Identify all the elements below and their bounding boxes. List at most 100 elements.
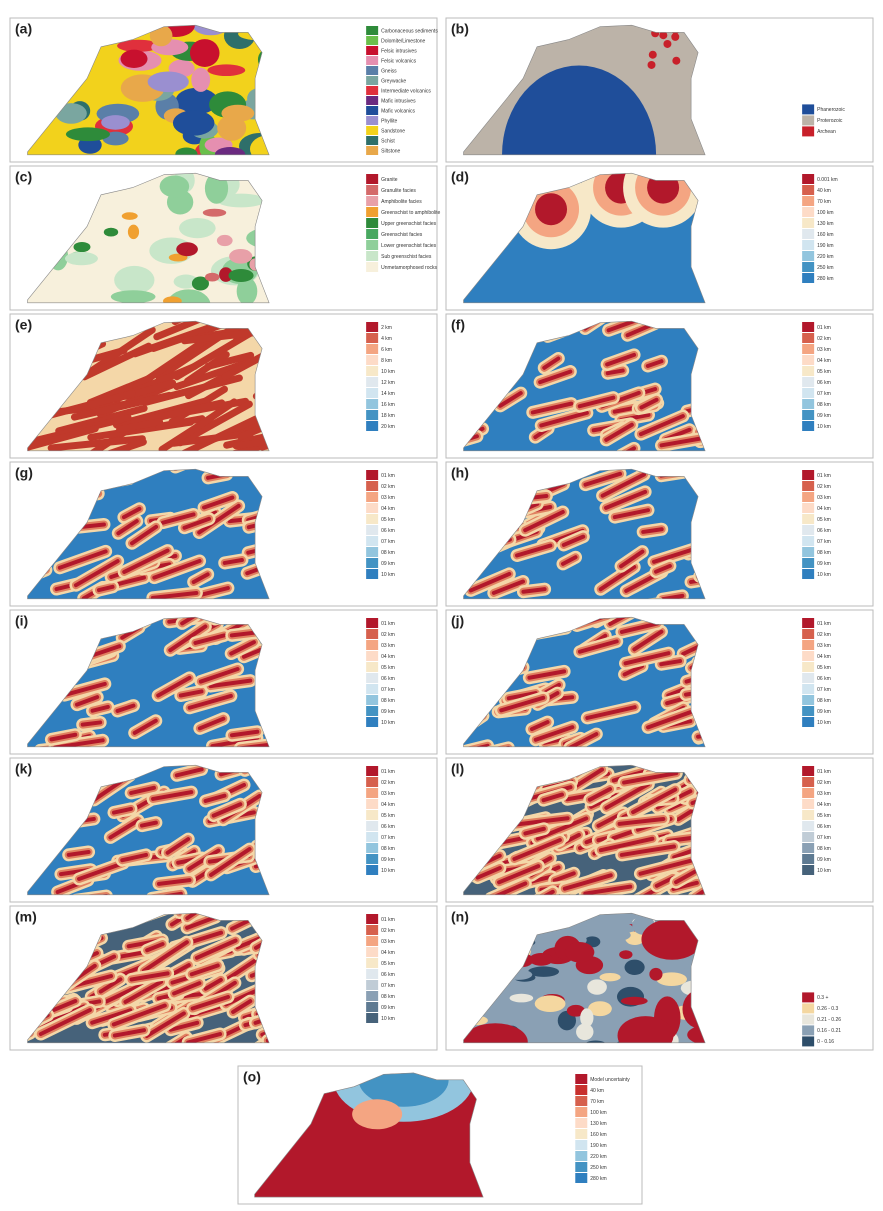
legend-swatch xyxy=(366,618,378,628)
legend-label: 130 km xyxy=(590,1121,606,1127)
panel-label: (a) xyxy=(15,21,32,37)
legend-swatch xyxy=(802,514,814,524)
legend-swatch xyxy=(366,399,378,409)
panel-label: (b) xyxy=(451,21,469,37)
legend-label: 04 km xyxy=(817,506,831,512)
legend-label: 10 km xyxy=(381,369,395,375)
legend-swatch xyxy=(366,481,378,491)
legend-swatch xyxy=(802,251,814,261)
legend-swatch xyxy=(575,1162,587,1172)
map-region xyxy=(121,50,148,68)
legend-swatch xyxy=(802,218,814,228)
legend-swatch xyxy=(366,1013,378,1023)
legend-label: 0.26 - 0.3 xyxy=(817,1006,838,1012)
legend-swatch xyxy=(366,766,378,776)
legend-swatch xyxy=(366,969,378,979)
legend-label: 04 km xyxy=(817,358,831,364)
legend-label: Sandstone xyxy=(381,128,405,134)
legend-label: Amphibolite facies xyxy=(381,199,422,205)
map-region xyxy=(580,1008,593,1027)
legend-swatch xyxy=(366,865,378,875)
legend-label: 07 km xyxy=(817,687,831,693)
map-region xyxy=(648,61,656,69)
legend-label: 07 km xyxy=(381,539,395,545)
legend-label: 10 km xyxy=(381,720,395,726)
legend-swatch xyxy=(802,1003,814,1013)
legend-swatch xyxy=(366,843,378,853)
map-region xyxy=(104,228,118,237)
legend-swatch xyxy=(802,470,814,480)
map-region xyxy=(568,991,585,1007)
legend-label: 250 km xyxy=(590,1165,606,1171)
legend-label: 280 km xyxy=(590,1176,606,1182)
map-region xyxy=(579,924,599,933)
map-region xyxy=(66,127,110,141)
legend-label: 07 km xyxy=(817,391,831,397)
legend-label: 07 km xyxy=(381,983,395,989)
legend-swatch xyxy=(802,821,814,831)
legend-label: 07 km xyxy=(381,835,395,841)
map-region xyxy=(535,995,566,1012)
legend-label: 03 km xyxy=(817,791,831,797)
legend-swatch xyxy=(366,640,378,650)
legend-label: 08 km xyxy=(817,846,831,852)
legend-swatch xyxy=(366,185,378,195)
legend-swatch xyxy=(802,684,814,694)
legend-swatch xyxy=(802,240,814,250)
legend-label: Upper greenschist facies xyxy=(381,221,437,227)
legend-swatch xyxy=(575,1085,587,1095)
legend-label: 03 km xyxy=(381,495,395,501)
map-region xyxy=(600,973,621,981)
legend-label: Greenschist to amphibolite xyxy=(381,210,440,216)
legend-swatch xyxy=(802,525,814,535)
legend-label: Felsic intrusives xyxy=(381,48,417,54)
legend-label: 220 km xyxy=(817,254,833,260)
legend-label: 03 km xyxy=(381,643,395,649)
legend-swatch xyxy=(575,1151,587,1161)
legend-label: 06 km xyxy=(381,676,395,682)
legend-swatch xyxy=(366,322,378,332)
legend-swatch xyxy=(802,843,814,853)
map-region xyxy=(625,960,645,975)
legend-swatch xyxy=(802,810,814,820)
legend-label: 18 km xyxy=(381,413,395,419)
legend-label: Schist xyxy=(381,138,395,144)
legend-label: Carbonaceous sediments xyxy=(381,28,438,34)
legend-swatch xyxy=(802,481,814,491)
legend-label: 0.001 km xyxy=(817,177,838,183)
legend-label: 09 km xyxy=(381,709,395,715)
legend-swatch xyxy=(575,1129,587,1139)
legend-swatch xyxy=(802,640,814,650)
map-region xyxy=(649,968,662,981)
map-region xyxy=(510,994,534,1003)
legend-label: 0 - 0.16 xyxy=(817,1039,834,1045)
legend-label: 02 km xyxy=(817,484,831,490)
legend-swatch xyxy=(366,684,378,694)
legend-label: 04 km xyxy=(381,654,395,660)
legend-label: 08 km xyxy=(817,698,831,704)
map-feature xyxy=(83,722,100,724)
legend-label: 160 km xyxy=(817,232,833,238)
legend-label: 08 km xyxy=(817,550,831,556)
legend-label: 190 km xyxy=(590,1143,606,1149)
map-region xyxy=(535,193,567,225)
legend-label: 160 km xyxy=(590,1132,606,1138)
legend-swatch xyxy=(366,126,378,135)
legend-swatch xyxy=(366,36,378,45)
panel-label: (n) xyxy=(451,909,469,925)
legend-swatch xyxy=(802,1014,814,1024)
legend-swatch xyxy=(366,56,378,65)
legend-swatch xyxy=(802,207,814,217)
panel: (f)01 km02 km03 km04 km05 km06 km07 km08… xyxy=(446,294,873,458)
legend-label: 02 km xyxy=(381,928,395,934)
legend-label: 09 km xyxy=(817,709,831,715)
legend-swatch xyxy=(802,777,814,787)
panel-label: (f) xyxy=(451,317,465,333)
legend-label: 05 km xyxy=(381,517,395,523)
legend-label: 03 km xyxy=(817,495,831,501)
legend-swatch xyxy=(575,1107,587,1117)
legend-swatch xyxy=(802,717,814,727)
legend-label: Phanerozoic xyxy=(817,107,845,113)
legend-swatch xyxy=(802,832,814,842)
legend-swatch xyxy=(366,388,378,398)
